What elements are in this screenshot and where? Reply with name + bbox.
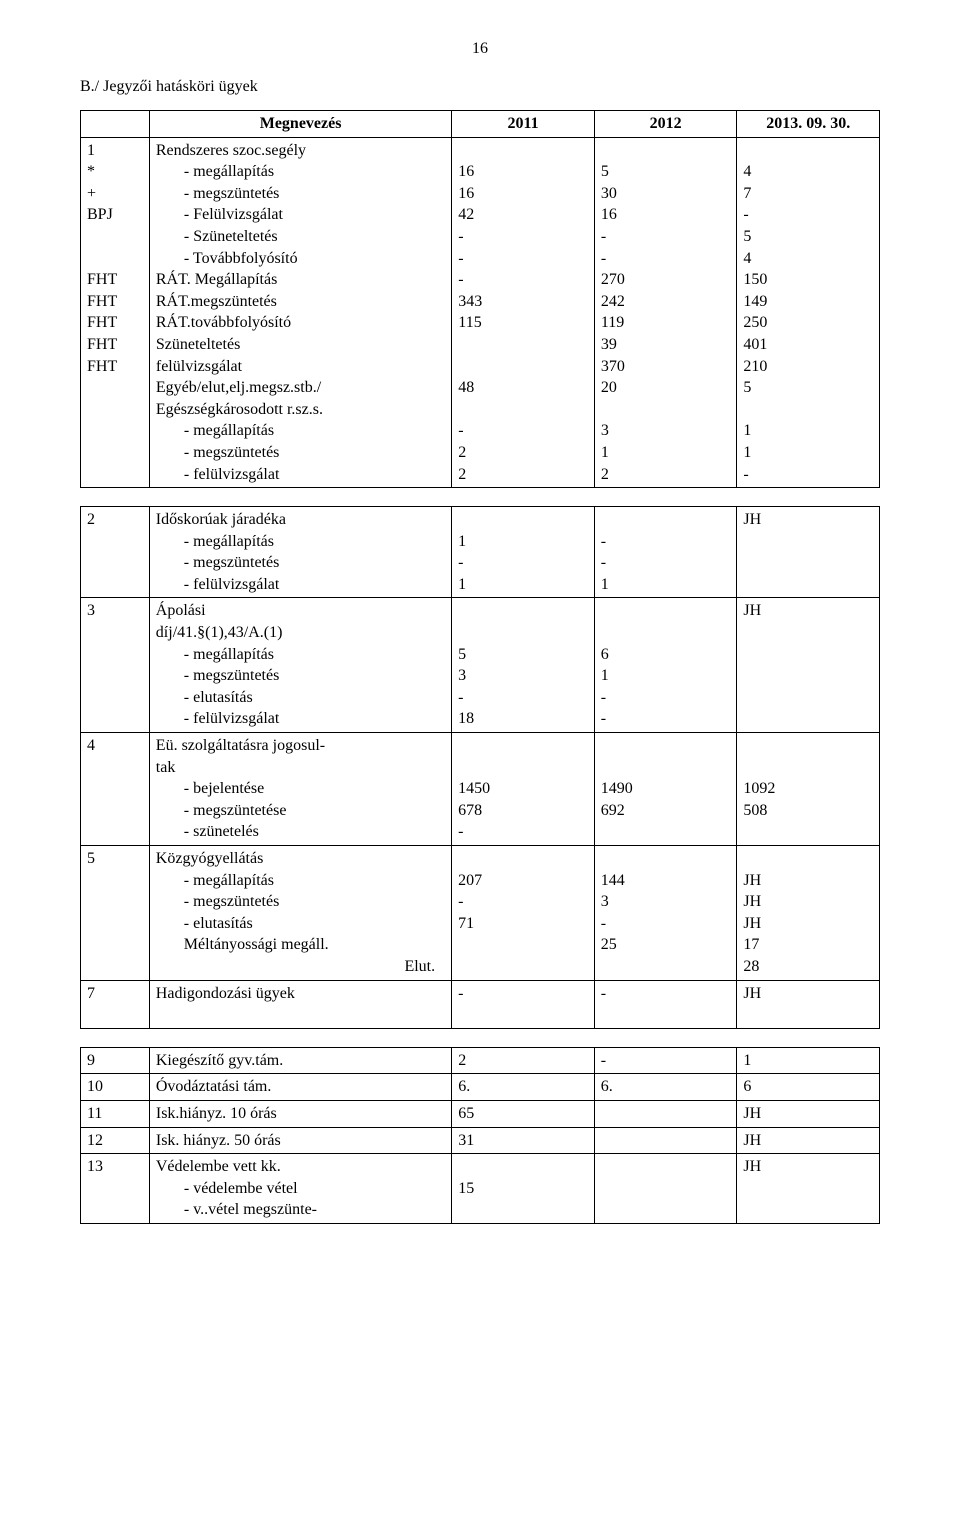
row7-c2013: JH <box>737 980 880 1028</box>
row9-c2013: 1 <box>737 1047 880 1074</box>
row9-label: 9 <box>81 1047 150 1074</box>
table-row: 5 Közgyógyellátás - megállapítás - megsz… <box>81 846 880 981</box>
row1-labels: 1 * + BPJ FHT FHT FHT FHT FHT <box>81 137 150 488</box>
header-2011: 2011 <box>452 111 595 138</box>
row5-c2011: 207 - 71 <box>452 846 595 981</box>
table-row: 9 Kiegészítő gyv.tám. 2 - 1 <box>81 1047 880 1074</box>
table-main: Megnevezés 2011 2012 2013. 09. 30. 1 * +… <box>80 110 880 488</box>
row13-c2012 <box>594 1154 737 1224</box>
header-blank <box>81 111 150 138</box>
table-row: 1 * + BPJ FHT FHT FHT FHT FHT <box>81 137 880 488</box>
row12-label: 12 <box>81 1127 150 1154</box>
row7-c2011: - <box>452 980 595 1028</box>
row11-c2012 <box>594 1100 737 1127</box>
row2-c2012: - - 1 <box>594 507 737 598</box>
row4-c2011: 1450 678 - <box>452 733 595 846</box>
row11-c2013: JH <box>737 1100 880 1127</box>
header-megnevezes: Megnevezés <box>149 111 451 138</box>
row12-desc: Isk. hiányz. 50 órás <box>149 1127 451 1154</box>
row10-c2011: 6. <box>452 1074 595 1101</box>
row7-desc: Hadigondozási ügyek <box>149 980 451 1028</box>
row1-desc: Rendszeres szoc.segély - megállapítás - … <box>149 137 451 488</box>
row13-label: 13 <box>81 1154 150 1224</box>
row12-c2013: JH <box>737 1127 880 1154</box>
row1-c2013: 4 7 - 5 4 150 149 250 401 210 5 1 1 - <box>737 137 880 488</box>
table-row: 12 Isk. hiányz. 50 órás 31 JH <box>81 1127 880 1154</box>
row2-c2011: 1 - 1 <box>452 507 595 598</box>
header-2013: 2013. 09. 30. <box>737 111 880 138</box>
row5-desc: Közgyógyellátás - megállapítás - megszün… <box>149 846 451 981</box>
row2-desc: Időskorúak járadéka - megállapítás - meg… <box>149 507 451 598</box>
row3-c2012: 6 1 - - <box>594 598 737 733</box>
page: 16 B./ Jegyzői hatásköri ügyek Megnevezé… <box>0 0 960 1282</box>
row3-desc: Ápolási díj/41.§(1),43/A.(1) - megállapí… <box>149 598 451 733</box>
table-third: 9 Kiegészítő gyv.tám. 2 - 1 10 Óvodáztat… <box>80 1047 880 1224</box>
row10-c2012: 6. <box>594 1074 737 1101</box>
row4-c2012: 1490 692 <box>594 733 737 846</box>
row12-c2011: 31 <box>452 1127 595 1154</box>
table-row: 7 Hadigondozási ügyek - - JH <box>81 980 880 1028</box>
row10-c2013: 6 <box>737 1074 880 1101</box>
row5-c2012: 144 3 - 25 <box>594 846 737 981</box>
row9-c2012: - <box>594 1047 737 1074</box>
row11-c2011: 65 <box>452 1100 595 1127</box>
row5-label: 5 <box>81 846 150 981</box>
row7-label: 7 <box>81 980 150 1028</box>
row9-c2011: 2 <box>452 1047 595 1074</box>
row5-c2013: JH JH JH 17 28 <box>737 846 880 981</box>
row11-label: 11 <box>81 1100 150 1127</box>
row3-label: 3 <box>81 598 150 733</box>
table-row: 4 Eü. szolgáltatásra jogosul- tak - beje… <box>81 733 880 846</box>
row7-c2012: - <box>594 980 737 1028</box>
table-row: 3 Ápolási díj/41.§(1),43/A.(1) - megálla… <box>81 598 880 733</box>
table-row: 13 Védelembe vett kk. - védelembe vétel … <box>81 1154 880 1224</box>
row11-desc: Isk.hiányz. 10 órás <box>149 1100 451 1127</box>
row13-c2013: JH <box>737 1154 880 1224</box>
row2-c2013: JH <box>737 507 880 598</box>
row13-c2011: 15 <box>452 1154 595 1224</box>
row2-label: 2 <box>81 507 150 598</box>
row4-label: 4 <box>81 733 150 846</box>
row12-c2012 <box>594 1127 737 1154</box>
row10-desc: Óvodáztatási tám. <box>149 1074 451 1101</box>
table-row: 2 Időskorúak járadéka - megállapítás - m… <box>81 507 880 598</box>
section-title: B./ Jegyzői hatásköri ügyek <box>80 78 880 96</box>
table-header-row: Megnevezés 2011 2012 2013. 09. 30. <box>81 111 880 138</box>
row9-desc: Kiegészítő gyv.tám. <box>149 1047 451 1074</box>
row3-c2013: JH <box>737 598 880 733</box>
table-secondary: 2 Időskorúak járadéka - megállapítás - m… <box>80 506 880 1029</box>
row3-c2011: 5 3 - 18 <box>452 598 595 733</box>
row13-desc: Védelembe vett kk. - védelembe vétel - v… <box>149 1154 451 1224</box>
row10-label: 10 <box>81 1074 150 1101</box>
header-2012: 2012 <box>594 111 737 138</box>
row1-c2011: 16 16 42 - - - 343 115 48 - 2 2 <box>452 137 595 488</box>
row4-c2013: 1092 508 <box>737 733 880 846</box>
table-row: 10 Óvodáztatási tám. 6. 6. 6 <box>81 1074 880 1101</box>
row4-desc: Eü. szolgáltatásra jogosul- tak - bejele… <box>149 733 451 846</box>
page-number: 16 <box>80 40 880 58</box>
table-row: 11 Isk.hiányz. 10 órás 65 JH <box>81 1100 880 1127</box>
row1-c2012: 5 30 16 - - 270 242 119 39 370 20 3 1 2 <box>594 137 737 488</box>
